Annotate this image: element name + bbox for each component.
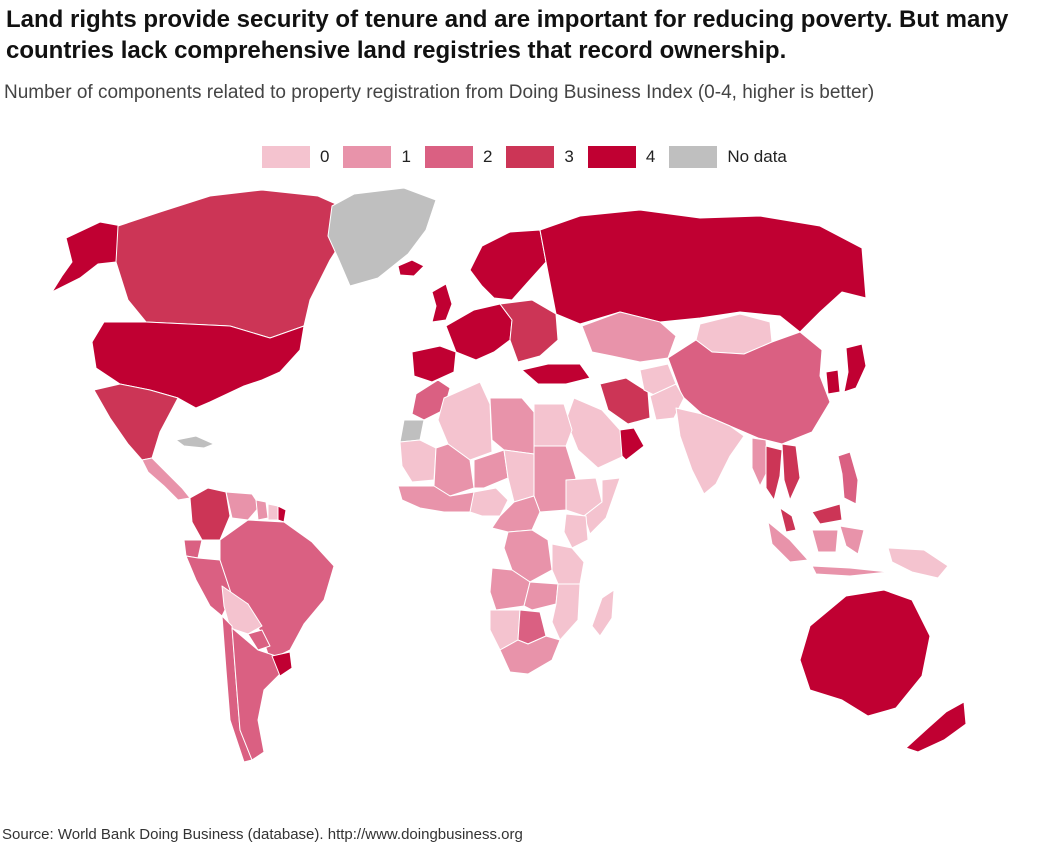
region-french-guiana[interactable]: [277, 505, 287, 523]
region-algeria[interactable]: [437, 381, 493, 461]
legend-label-0: 0: [320, 147, 330, 166]
region-india[interactable]: [675, 407, 745, 495]
legend-label-1: 1: [401, 147, 411, 166]
region-western-sahara[interactable]: [399, 419, 425, 443]
region-indonesia[interactable]: [767, 521, 889, 577]
legend-item-no-data: No data: [669, 146, 787, 168]
legend-swatch-2: [424, 146, 473, 168]
region-japan[interactable]: [843, 343, 867, 393]
region-russia[interactable]: [539, 209, 867, 333]
region-oman[interactable]: [619, 427, 645, 461]
region-malaysia[interactable]: [779, 503, 843, 533]
legend-swatch-4: [587, 146, 636, 168]
region-korea[interactable]: [825, 369, 841, 395]
region-iran[interactable]: [599, 377, 651, 425]
region-iceland[interactable]: [397, 259, 425, 277]
region-thailand[interactable]: [765, 445, 783, 501]
legend-item-2: 2: [424, 146, 493, 168]
region-spain[interactable]: [411, 345, 457, 383]
chart-title: Land rights provide security of tenure a…: [6, 6, 1009, 64]
chart-subtitle: Number of components related to property…: [4, 82, 875, 103]
region-dr-congo[interactable]: [503, 529, 553, 583]
region-chad[interactable]: [503, 449, 535, 503]
region-uruguay[interactable]: [271, 651, 293, 677]
region-colombia[interactable]: [189, 487, 231, 541]
region-suriname[interactable]: [267, 503, 279, 521]
region-united-kingdom[interactable]: [431, 283, 453, 323]
legend-item-0: 0: [262, 146, 329, 168]
legend-swatch-0: [262, 146, 310, 168]
region-vietnam[interactable]: [781, 443, 801, 501]
region-greenland[interactable]: [327, 187, 437, 287]
region-venezuela[interactable]: [225, 491, 261, 521]
region-libya[interactable]: [489, 397, 535, 455]
region-mauritania[interactable]: [399, 439, 437, 483]
region-canada[interactable]: [115, 189, 349, 339]
legend-item-3: 3: [506, 146, 574, 168]
region-egypt[interactable]: [533, 403, 573, 447]
region-myanmar[interactable]: [751, 437, 769, 487]
region-scandinavia[interactable]: [469, 229, 547, 301]
region-kenya[interactable]: [563, 513, 589, 549]
legend-swatch-3: [506, 146, 555, 168]
region-zambia[interactable]: [523, 581, 559, 611]
legend-label-4: 4: [645, 147, 656, 166]
region-argentina[interactable]: [231, 627, 281, 761]
region-central-america[interactable]: [141, 457, 191, 501]
legend-swatch-no-data: [669, 146, 718, 168]
legend-label-3: 3: [564, 147, 574, 166]
region-guyana[interactable]: [255, 499, 269, 521]
legend-label-no-data: No data: [727, 147, 787, 166]
region-madagascar[interactable]: [591, 589, 615, 637]
region-pakistan[interactable]: [649, 383, 685, 421]
region-turkey[interactable]: [521, 363, 591, 385]
region-mexico[interactable]: [93, 383, 179, 461]
region-new-zealand[interactable]: [905, 701, 967, 753]
region-eastern-europe[interactable]: [499, 299, 559, 363]
region-united-states[interactable]: [91, 321, 305, 409]
region-australia[interactable]: [799, 589, 931, 717]
legend-label-2: 2: [482, 147, 493, 166]
source-note: Source: World Bank Doing Business (datab…: [2, 826, 523, 843]
legend: 0 1 2 3 4 No data: [262, 145, 801, 169]
region-alaska[interactable]: [51, 221, 123, 293]
region-paraguay[interactable]: [247, 629, 271, 651]
region-niger[interactable]: [473, 449, 509, 489]
region-papua-new-guinea[interactable]: [887, 547, 949, 579]
region-nigeria[interactable]: [469, 487, 509, 517]
world-map: [51, 187, 967, 763]
region-tanzania[interactable]: [551, 543, 585, 585]
region-ecuador[interactable]: [183, 539, 203, 559]
region-south-africa[interactable]: [499, 635, 561, 675]
region-central-africa[interactable]: [491, 495, 541, 533]
legend-swatch-1: [343, 146, 392, 168]
region-somalia[interactable]: [583, 477, 621, 535]
legend-item-4: 4: [587, 146, 656, 168]
region-philippines[interactable]: [837, 451, 859, 505]
region-cuba[interactable]: [175, 435, 215, 449]
legend-item-1: 1: [343, 146, 411, 168]
